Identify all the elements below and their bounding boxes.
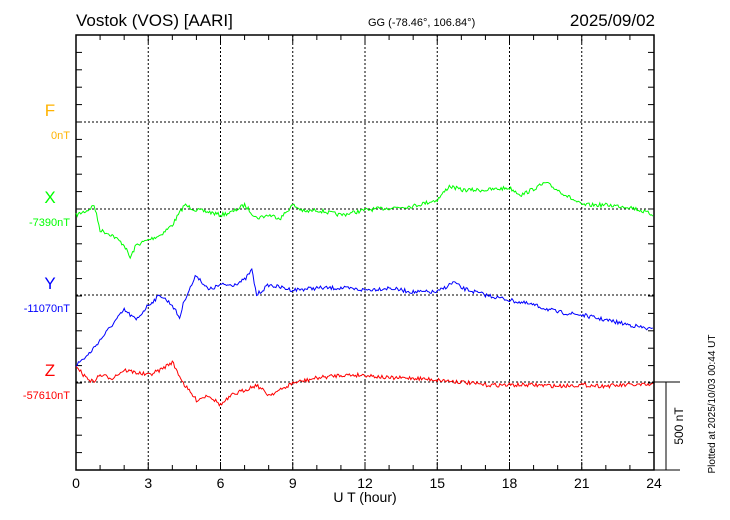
chart-title: Vostok (VOS) [AARI] xyxy=(76,11,233,30)
series-baseline-x: -7390nT xyxy=(29,217,70,229)
series-label-x: X xyxy=(44,188,55,207)
x-tick-label: 0 xyxy=(72,475,80,491)
trace-y xyxy=(75,267,653,367)
plotted-note: Plotted at 2025/10/03 00:44 UT xyxy=(707,335,718,474)
series-baseline-f: 0nT xyxy=(51,130,70,142)
x-axis-label: U T (hour) xyxy=(333,489,396,505)
x-tick-label: 6 xyxy=(217,475,225,491)
x-tick-label: 21 xyxy=(574,475,590,491)
x-tick-label: 24 xyxy=(646,475,662,491)
series-label-f: F xyxy=(45,101,55,120)
x-tick-label: 3 xyxy=(144,475,152,491)
chart-date: 2025/09/02 xyxy=(570,11,655,30)
x-tick-label: 12 xyxy=(357,475,373,491)
x-tick-label: 15 xyxy=(429,475,445,491)
scale-bar-label: 500 nT xyxy=(672,407,686,445)
series-label-z: Z xyxy=(45,361,55,380)
station-coords: GG (-78.46°, 106.84°) xyxy=(368,17,475,29)
series-label-y: Y xyxy=(44,274,55,293)
series-baseline-z: -57610nT xyxy=(23,390,70,402)
series-baseline-y: -11070nT xyxy=(24,303,71,315)
x-tick-label: 9 xyxy=(289,475,297,491)
trace-x xyxy=(75,182,654,260)
x-tick-label: 18 xyxy=(502,475,518,491)
trace-z xyxy=(75,360,653,407)
